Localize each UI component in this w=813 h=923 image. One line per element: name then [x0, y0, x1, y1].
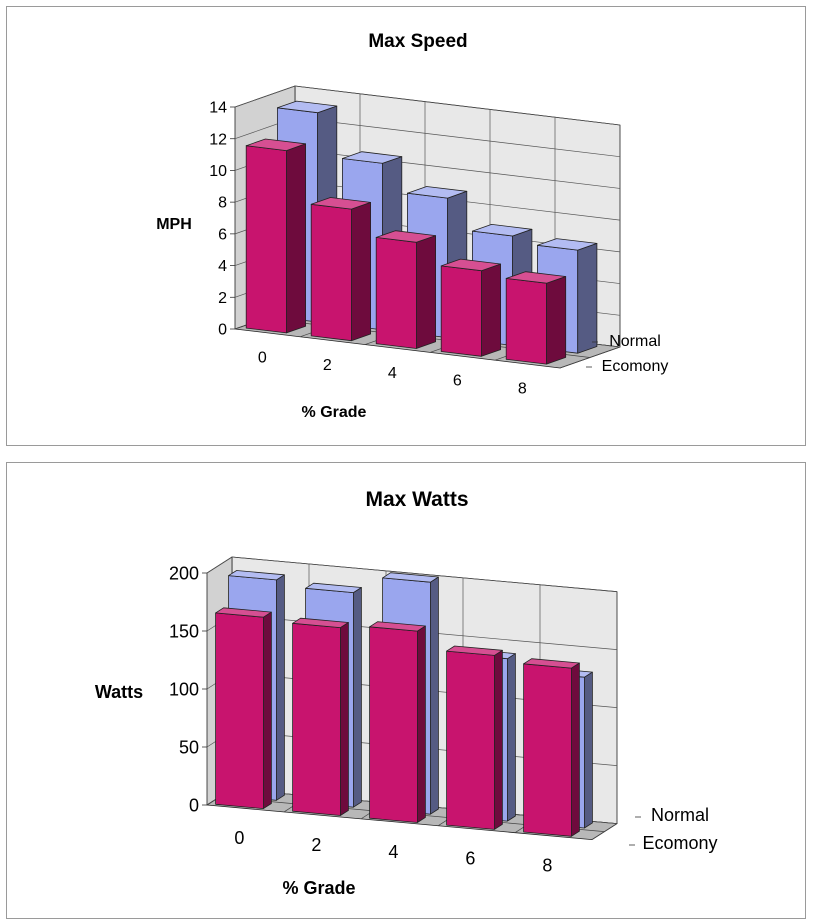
bar	[375, 230, 437, 349]
bar-side-face	[480, 263, 502, 357]
bar-top-face	[341, 151, 403, 164]
bar-side-face	[571, 662, 580, 837]
bar	[523, 658, 580, 837]
y-axis-title: MPH	[156, 216, 192, 233]
bar	[446, 645, 503, 830]
bar-side-face	[352, 587, 362, 808]
y-tick-label: 200	[169, 563, 199, 583]
bar-side-face	[415, 235, 437, 349]
plot-area: 0 2 4 6 8 10 12 14	[209, 85, 621, 369]
gridline	[234, 85, 621, 126]
bar-front-face	[523, 663, 572, 837]
x-tick-label: 0	[234, 828, 244, 848]
series-label: Ecomony	[602, 358, 669, 375]
bar-top-face	[446, 645, 503, 656]
bar-top-face	[440, 258, 502, 272]
floor-line	[591, 823, 618, 840]
bar-top-face	[505, 271, 567, 284]
bar-side-face	[275, 574, 285, 801]
bar-side-face	[429, 576, 439, 815]
y-tick-label: 100	[169, 679, 199, 699]
y-tick-label: 0	[218, 322, 227, 339]
bar-front-face	[369, 626, 418, 823]
x-tick-label: 0	[258, 349, 267, 366]
bar-front-face	[505, 277, 547, 365]
y-tick-label: 2	[218, 290, 227, 307]
bar-front-face	[440, 265, 482, 357]
bar-top-face	[523, 658, 580, 669]
x-tick-label: 4	[388, 842, 398, 862]
chart-title: Max Watts	[365, 488, 468, 511]
bar-front-face	[310, 203, 352, 342]
bar	[310, 197, 372, 342]
bar	[505, 271, 567, 365]
bar	[292, 617, 349, 816]
bar-top-face	[369, 621, 426, 632]
y-tick-label: 10	[209, 163, 227, 180]
y-axis-title: Watts	[95, 682, 143, 702]
bar-top-face	[245, 138, 307, 152]
x-tick-label: 2	[323, 357, 332, 374]
bar-top-face	[292, 617, 349, 629]
bar-side-face	[285, 143, 307, 334]
bar-top-face	[537, 238, 598, 251]
bar-front-face	[446, 650, 495, 830]
x-tick-label: 2	[311, 835, 321, 855]
bar-side-face	[416, 625, 426, 823]
bar-front-face	[375, 236, 417, 349]
x-axis-title: % Grade	[302, 404, 367, 421]
bar-top-face	[228, 570, 285, 581]
bar-side-face	[350, 201, 372, 342]
x-tick-label: 8	[542, 856, 552, 876]
bar-top-face	[375, 230, 437, 243]
y-tick-label: 0	[189, 795, 199, 815]
y-tick-label: 8	[218, 195, 227, 212]
chart-title: Max Speed	[368, 31, 467, 52]
bar	[440, 258, 502, 357]
y-tick-label: 150	[169, 621, 199, 641]
bar	[369, 621, 426, 823]
series-label: Normal	[651, 805, 709, 825]
x-tick-label: 6	[465, 849, 475, 869]
plot-area: 0 50 100 150 200	[169, 556, 618, 841]
series-label: Normal	[609, 333, 661, 350]
y-tick-label: 6	[218, 226, 227, 243]
bar	[245, 138, 307, 334]
x-tick-label: 6	[453, 373, 462, 390]
series-label: Ecomony	[642, 833, 717, 853]
bar-top-face	[406, 186, 468, 199]
bar-top-face	[471, 223, 533, 237]
bar-side-face	[584, 671, 593, 829]
gridline	[206, 556, 618, 592]
bar-side-face	[262, 611, 272, 810]
x-axis-title: % Grade	[282, 878, 355, 898]
bar-front-face	[245, 145, 287, 334]
bar-front-face	[215, 612, 264, 810]
y-tick-label: 12	[209, 131, 227, 148]
bar-side-face	[506, 653, 516, 822]
bar	[215, 607, 272, 810]
max-watts-chart: Max Watts 0 50 100 150 200 0 2 4 6 8 Normal Ecomony%…	[95, 488, 718, 898]
bar-side-face	[546, 276, 567, 365]
max-speed-chart: Max Speed 0 2 4 6 8 10 12 14 0 2 4 6 8 Normal Ecomony % …	[156, 31, 669, 421]
max-watts-chart-panel: Max Watts 0 50 100 150 200 0 2 4 6 8 Normal Ecomony%…	[6, 462, 806, 919]
y-tick-label: 14	[209, 100, 227, 117]
bar-side-face	[493, 649, 503, 830]
bar-top-face	[276, 100, 338, 114]
bar-top-face	[305, 582, 362, 594]
x-tick-label: 4	[388, 365, 397, 382]
x-tick-label: 8	[518, 380, 527, 397]
y-tick-label: 4	[218, 258, 227, 275]
y-tick-label: 50	[179, 737, 199, 757]
bar-top-face	[382, 572, 439, 583]
bar-top-face	[310, 197, 372, 210]
bar-top-face	[215, 607, 272, 618]
bar-front-face	[292, 622, 341, 816]
max-speed-chart-panel: Max Speed 0 2 4 6 8 10 12 14 0 2 4 6 8 Normal Ecomony % …	[6, 6, 806, 446]
bar-side-face	[577, 242, 598, 354]
bar-side-face	[339, 622, 349, 816]
